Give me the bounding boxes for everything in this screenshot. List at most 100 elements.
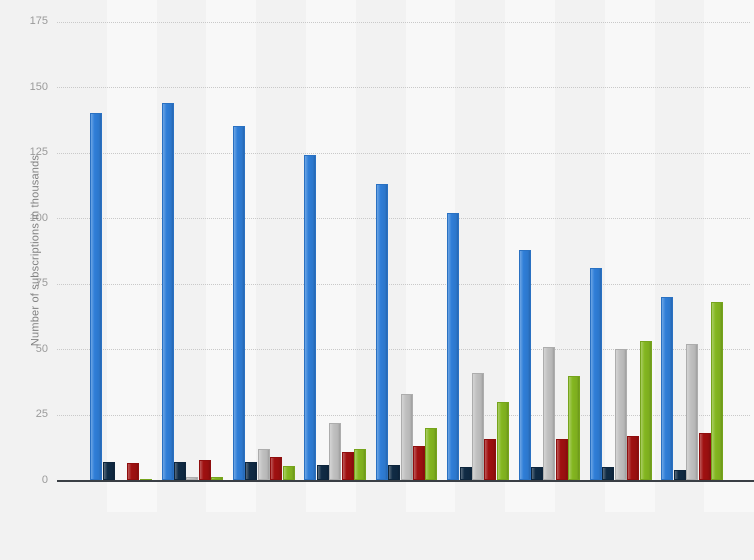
bar-bevel (103, 463, 114, 480)
bar-bevel (246, 463, 257, 480)
y-tick-label-0: 0 (41, 474, 48, 486)
bar-bevel (91, 114, 102, 480)
background-stripe (256, 0, 306, 512)
bar-blue-group3[interactable] (233, 126, 245, 481)
bar-bevel (175, 463, 185, 480)
bar-bevel (212, 477, 223, 480)
bar-bevel (628, 436, 639, 480)
bar-green-group9[interactable] (711, 302, 723, 481)
bar-bevel (640, 342, 651, 480)
bar-blue-group5[interactable] (375, 184, 388, 481)
bar-dark-navy-group5[interactable] (388, 464, 401, 481)
bar-bevel (258, 450, 269, 480)
bar-bevel (305, 156, 316, 480)
bar-green-group5[interactable] (425, 428, 438, 481)
bar-dark-red-group2[interactable] (198, 459, 211, 481)
bar-green-group8[interactable] (639, 341, 652, 481)
bar-dark-navy-group1[interactable] (102, 462, 115, 481)
bar-blue-group1[interactable] (90, 113, 103, 481)
bar-dark-red-group5[interactable] (413, 446, 425, 481)
bar-dark-navy-group4[interactable] (316, 464, 329, 481)
bar-bevel (376, 185, 387, 480)
bar-green-group4[interactable] (354, 449, 366, 481)
bar-bevel (569, 376, 580, 480)
bar-bevel (401, 394, 412, 480)
gridline-75 (57, 283, 750, 285)
bar-blue-group2[interactable] (161, 102, 174, 481)
bar-bevel (414, 447, 424, 480)
bar-green-group7[interactable] (568, 375, 581, 481)
bar-gray-group5[interactable] (400, 393, 413, 481)
y-tick-label-100: 100 (29, 211, 48, 224)
bar-blue-group7[interactable] (518, 249, 531, 481)
bar-gray-group6[interactable] (472, 372, 484, 481)
y-tick-label-125: 125 (29, 146, 48, 159)
bar-bevel (389, 465, 400, 480)
y-tick-label-175: 175 (29, 15, 48, 27)
bar-bevel (712, 303, 722, 480)
bar-bevel (603, 468, 614, 480)
background-stripe (405, 0, 456, 512)
y-tick-label-50: 50 (35, 342, 48, 355)
bar-bevel (519, 250, 530, 480)
bar-blue-group8[interactable] (590, 268, 602, 481)
bar-gray-group4[interactable] (329, 422, 342, 481)
bar-dark-navy-group3[interactable] (245, 462, 258, 481)
bar-bevel (317, 465, 328, 480)
y-tick-label-75: 75 (35, 277, 48, 290)
bar-dark-red-group9[interactable] (698, 433, 711, 481)
bar-dark-navy-group2[interactable] (174, 462, 186, 481)
gridline-100 (57, 218, 750, 220)
bar-blue-group9[interactable] (661, 296, 674, 481)
y-tick-label-25: 25 (35, 408, 48, 421)
bar-bevel (199, 460, 210, 480)
gridline-150 (57, 87, 750, 89)
bar-bevel (283, 467, 294, 480)
bar-bevel (699, 434, 710, 480)
bar-bevel (674, 471, 685, 480)
bar-bevel (162, 103, 173, 480)
bar-bevel (591, 269, 601, 480)
bar-dark-red-group8[interactable] (627, 435, 640, 481)
bar-blue-group4[interactable] (304, 155, 317, 481)
bar-dark-red-group3[interactable] (270, 456, 283, 481)
x-axis-line (57, 479, 754, 482)
bar-gray-group7[interactable] (543, 346, 556, 481)
bar-bevel (448, 213, 459, 480)
bar-bevel (330, 423, 341, 480)
bar-bevel (544, 347, 555, 480)
bar-dark-red-group1[interactable] (127, 463, 140, 481)
gridline-175 (57, 21, 750, 23)
bar-bevel (497, 402, 508, 480)
bar-blue-group6[interactable] (447, 212, 460, 481)
bar-bevel (128, 464, 139, 480)
background-stripe (106, 0, 157, 512)
y-tick-label-150: 150 (29, 80, 48, 93)
bar-bevel (485, 439, 496, 480)
bar-bevel (342, 452, 353, 480)
bar-gray-group8[interactable] (614, 349, 627, 481)
gridline-125 (57, 152, 750, 154)
bar-dark-red-group7[interactable] (555, 438, 568, 481)
bar-bevel (426, 429, 437, 480)
bar-bevel (556, 439, 567, 480)
gridline-50 (57, 349, 750, 351)
bar-green-group3[interactable] (282, 466, 295, 481)
bar-bevel (187, 478, 198, 480)
y-axis-title: Number of subscriptions in thousands (29, 154, 42, 347)
bar-dark-red-group6[interactable] (484, 438, 497, 481)
bar-bevel (271, 457, 282, 480)
bar-dark-red-group4[interactable] (341, 451, 354, 481)
background-stripe (206, 0, 257, 512)
bar-bevel (662, 297, 673, 480)
bar-bevel (532, 468, 542, 480)
bar-bevel (460, 468, 471, 480)
bar-green-group6[interactable] (496, 401, 509, 481)
bar-bevel (234, 127, 244, 480)
bar-bevel (687, 345, 698, 480)
bar-gray-group3[interactable] (257, 449, 270, 481)
bar-gray-group9[interactable] (686, 344, 699, 481)
bar-bevel (473, 373, 483, 480)
bar-bevel (355, 450, 365, 480)
bar-bevel (615, 350, 626, 480)
